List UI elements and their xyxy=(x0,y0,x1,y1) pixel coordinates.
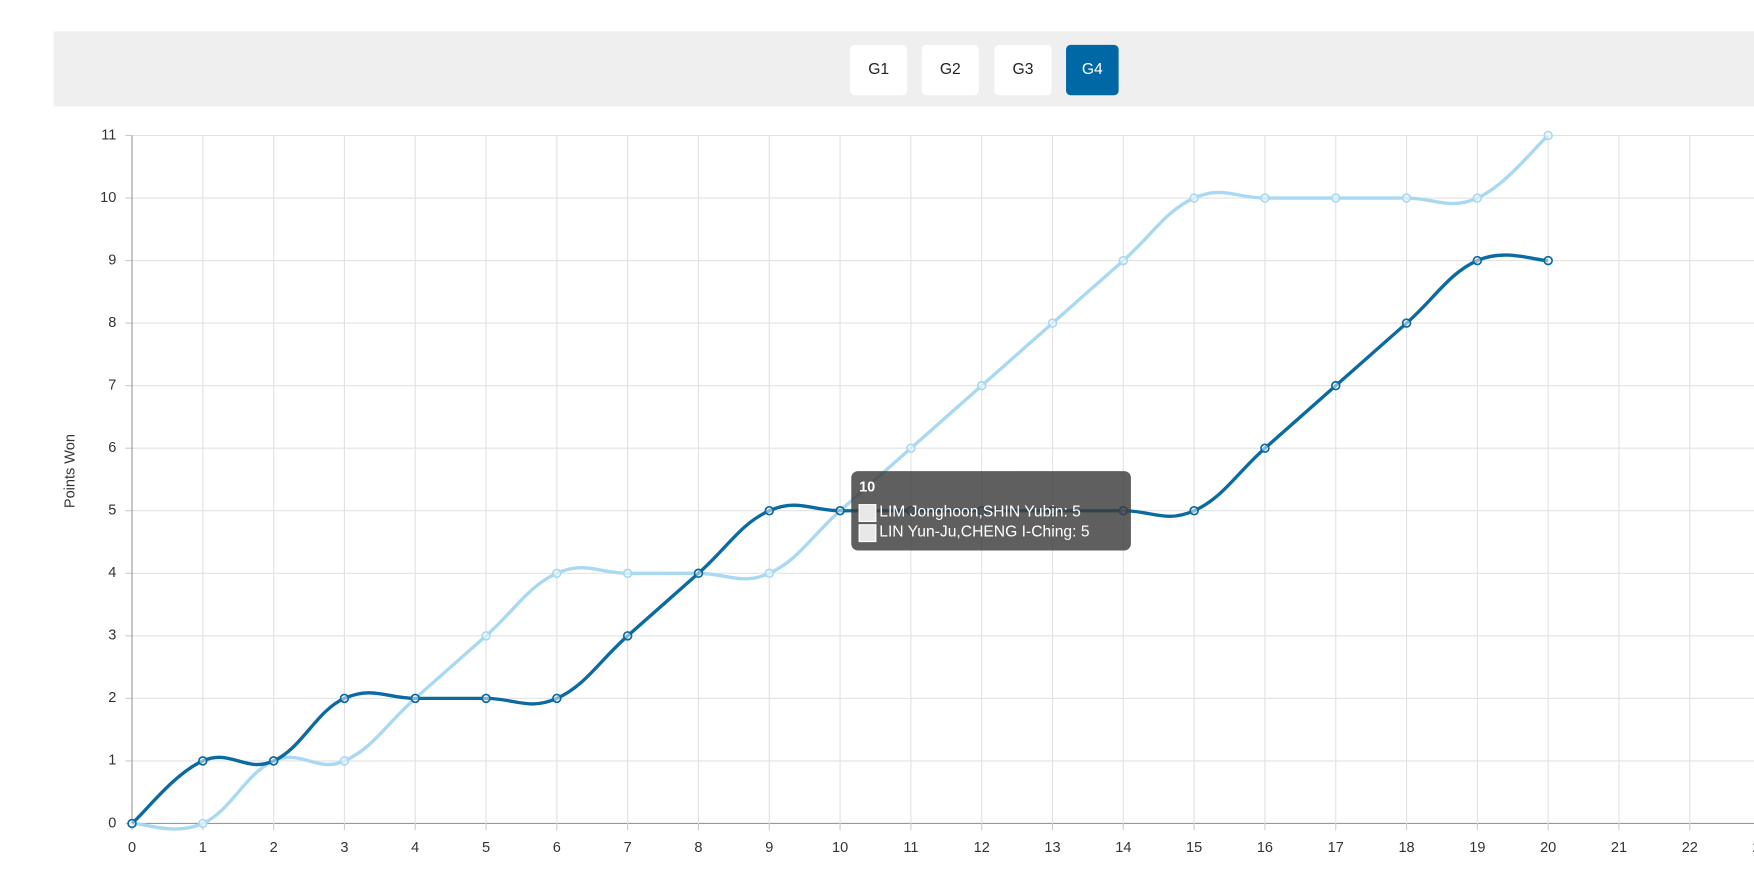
tab-button[interactable]: G1 xyxy=(850,44,908,96)
data-point xyxy=(764,505,775,516)
data-point xyxy=(1260,193,1270,203)
data-point xyxy=(835,505,845,516)
x-tick-label: 14 xyxy=(1115,840,1131,856)
x-tick-label: 12 xyxy=(974,840,990,856)
data-point xyxy=(552,568,562,579)
data-point xyxy=(198,818,208,829)
x-tick-label: 9 xyxy=(765,840,773,856)
data-point xyxy=(906,443,916,453)
button-label[interactable]: G4 xyxy=(1082,61,1103,78)
y-axis-label: Points Won xyxy=(62,434,78,508)
x-tick-label: 17 xyxy=(1328,840,1344,856)
data-point xyxy=(1401,193,1412,203)
tooltip-swatch xyxy=(858,524,877,543)
x-tick-label: 4 xyxy=(411,840,419,856)
data-point xyxy=(622,631,633,641)
data-point xyxy=(1047,318,1058,328)
data-point xyxy=(410,693,420,704)
x-tick-label: 8 xyxy=(694,840,702,856)
data-point xyxy=(268,756,279,766)
data-point xyxy=(1330,193,1341,203)
tooltip-title: 10 xyxy=(859,480,875,496)
x-tick-label: 20 xyxy=(1540,840,1556,856)
x-tick-label: 18 xyxy=(1398,840,1414,856)
x-tick-label: 11 xyxy=(903,840,918,856)
button-bg[interactable] xyxy=(921,44,979,96)
x-tick-label: 21 xyxy=(1611,840,1627,856)
y-tick-label: 8 xyxy=(108,315,116,331)
x-tick-label: 19 xyxy=(1469,840,1485,856)
x-tick-label: 3 xyxy=(340,840,348,856)
y-tick-label: 10 xyxy=(100,190,116,206)
data-point xyxy=(1472,193,1483,203)
y-tick-label: 1 xyxy=(108,753,116,769)
data-point xyxy=(552,693,562,704)
data-point xyxy=(693,568,704,579)
x-tick-label: 22 xyxy=(1682,840,1698,856)
tooltip-bg xyxy=(851,471,1131,551)
x-tick-label: 10 xyxy=(832,840,848,856)
data-point xyxy=(976,380,987,391)
button-label[interactable]: G2 xyxy=(940,61,961,78)
x-tick-label: 16 xyxy=(1257,840,1273,856)
x-tick-label: 13 xyxy=(1044,840,1060,856)
y-tick-label: 9 xyxy=(108,252,116,268)
button-bg[interactable] xyxy=(994,44,1052,96)
data-point xyxy=(1189,505,1199,516)
x-tick-label: 1 xyxy=(199,840,207,856)
button-label[interactable]: G3 xyxy=(1013,61,1034,78)
data-point xyxy=(1472,255,1483,266)
button-bg[interactable] xyxy=(850,44,908,96)
data-point xyxy=(481,631,491,641)
y-tick-label: 4 xyxy=(108,565,116,581)
x-tick-label: 6 xyxy=(553,840,561,856)
data-point xyxy=(1401,318,1412,328)
data-point xyxy=(1543,130,1553,141)
tab-button[interactable]: G3 xyxy=(994,44,1052,96)
x-tick-label: 7 xyxy=(624,840,632,856)
data-point xyxy=(127,818,137,829)
data-point xyxy=(764,568,775,579)
button-bg[interactable] xyxy=(1066,44,1119,96)
tooltip-item: LIN Yun-Ju,CHENG I-Ching: 5 xyxy=(879,524,1090,541)
x-tick-label: 15 xyxy=(1186,840,1202,856)
button-label[interactable]: G1 xyxy=(868,61,889,78)
data-point xyxy=(1118,255,1129,266)
y-tick-label: 6 xyxy=(108,440,116,456)
y-tick-label: 2 xyxy=(108,690,116,706)
data-point xyxy=(622,568,633,579)
data-point xyxy=(339,756,350,766)
x-tick-label: 2 xyxy=(270,840,278,856)
data-point xyxy=(481,693,491,704)
tab-button[interactable]: G2 xyxy=(921,44,979,96)
y-tick-label: 0 xyxy=(108,815,116,831)
data-point xyxy=(1543,255,1553,266)
y-tick-label: 5 xyxy=(108,503,116,519)
x-tick-label: 5 xyxy=(482,840,490,856)
y-tick-label: 7 xyxy=(108,378,116,394)
data-point xyxy=(1260,443,1270,453)
x-tick-label: 0 xyxy=(128,840,136,856)
data-point xyxy=(1330,380,1341,391)
tab-button[interactable]: G4 xyxy=(1066,44,1119,96)
data-point xyxy=(1189,193,1199,203)
tooltip-item: LIM Jonghoon,SHIN Yubin: 5 xyxy=(879,504,1081,521)
y-tick-label: 3 xyxy=(108,628,116,644)
data-point xyxy=(198,756,208,766)
data-point xyxy=(339,693,350,704)
tooltip-swatch xyxy=(858,504,877,522)
y-tick-label: 11 xyxy=(101,127,116,143)
x-tick-label: 23 xyxy=(1753,840,1754,856)
